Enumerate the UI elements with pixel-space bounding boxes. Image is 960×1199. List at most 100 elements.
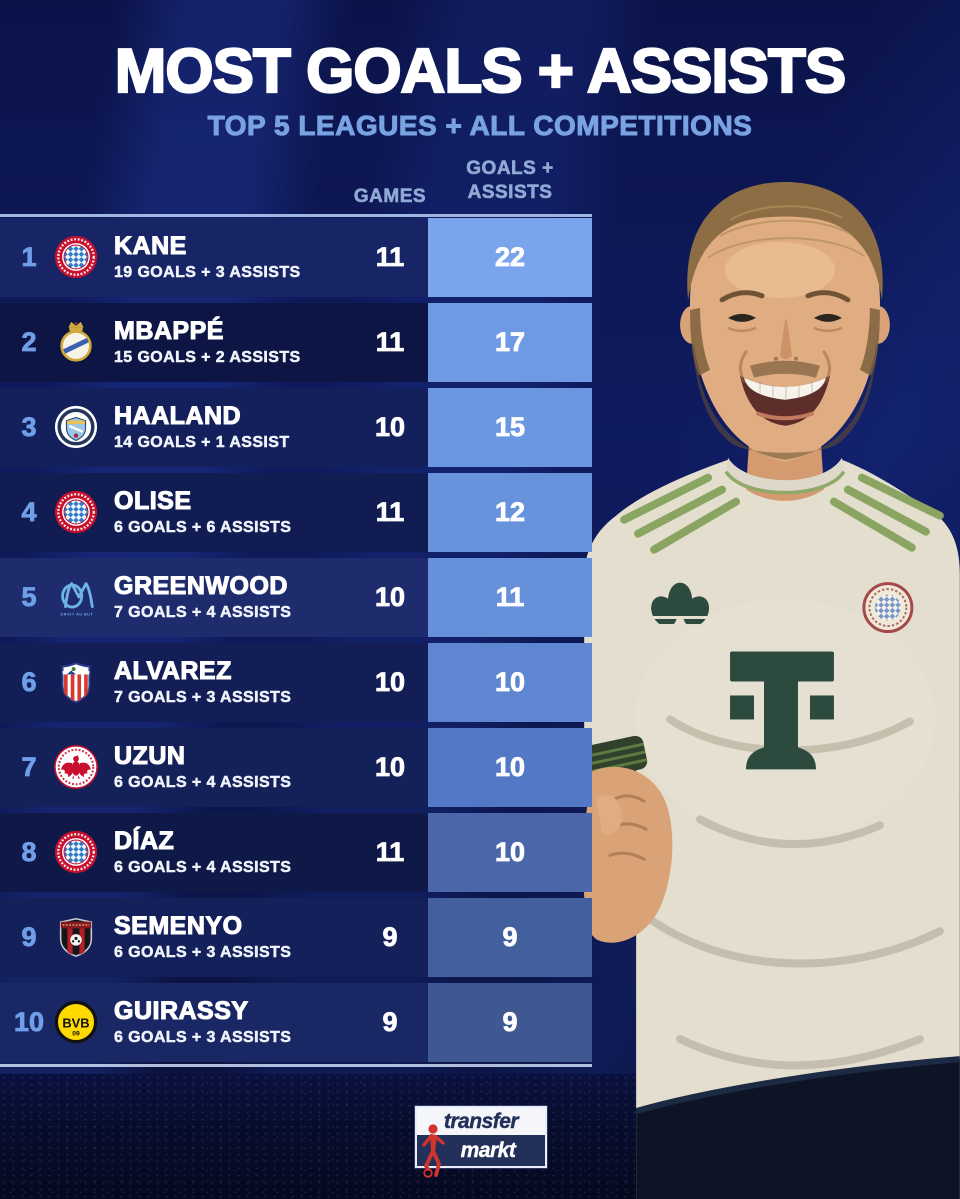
total-cell: 11 <box>428 558 592 637</box>
games-value: 9 <box>382 922 398 953</box>
total-cell: 12 <box>428 473 592 552</box>
player-name: KANE <box>113 231 187 260</box>
player-name: UZUN <box>113 741 186 770</box>
games-value: 11 <box>375 497 405 528</box>
table-row: 3 HAALAND 14 GOALS + 1 ASSIST 10 15 <box>0 388 592 467</box>
total-cell: 9 <box>428 898 592 977</box>
club-badge-atletico <box>53 659 99 705</box>
table-row: 8 DÍAZ 6 GOALS + 4 ASSISTS 11 10 <box>0 813 592 892</box>
table-row: 6 ALVAREZ 7 GOALS + 3 ASSISTS 10 10 <box>0 643 592 722</box>
total-cell: 10 <box>428 813 592 892</box>
page-subtitle: TOP 5 LEAGUES + ALL COMPETITIONS <box>207 110 753 142</box>
total-value: 9 <box>502 1007 518 1038</box>
club-badge-bayern <box>53 234 99 280</box>
total-cell: 10 <box>428 728 592 807</box>
player-name: ALVAREZ <box>113 656 232 685</box>
total-value: 10 <box>494 752 526 783</box>
rank-cell: 2 <box>21 327 37 358</box>
table-bottom-divider <box>0 1064 592 1067</box>
rank-cell: 9 <box>21 922 37 953</box>
transfermarkt-wordmark-top: transfer <box>443 1109 519 1133</box>
table-row: 2 MBAPPÉ 15 GOALS + 2 ASSISTS 11 17 <box>0 303 592 382</box>
games-value: 10 <box>374 752 406 783</box>
player-name: SEMENYO <box>113 911 243 940</box>
games-value: 10 <box>374 667 406 698</box>
transfermarkt-wordmark-bottom: markt <box>460 1138 516 1162</box>
club-badge-bayern <box>53 489 99 535</box>
player-name: HAALAND <box>113 401 242 430</box>
ranking-table-rows: 1 KANE 19 GOALS + 3 ASSISTS 11 22 2 MBAP… <box>0 218 592 1062</box>
rank-cell: 6 <box>21 667 37 698</box>
total-value: 10 <box>494 667 526 698</box>
player-info: DÍAZ 6 GOALS + 4 ASSISTS <box>113 826 292 877</box>
club-badge-bayern <box>53 829 99 875</box>
column-header-goals-assists: GOALS + ASSISTS <box>428 157 592 205</box>
club-badge-frankfurt <box>53 744 99 790</box>
total-cell: 22 <box>428 218 592 297</box>
total-value: 9 <box>502 922 518 953</box>
total-cell: 10 <box>428 643 592 722</box>
table-row: 10 GUIRASSY 6 GOALS + 3 ASSISTS 9 9 <box>0 983 592 1062</box>
club-badge-bournemouth <box>53 914 99 960</box>
player-info: KANE 19 GOALS + 3 ASSISTS <box>113 231 301 282</box>
club-badge-mancity <box>53 404 99 450</box>
ranking-table: 1 KANE 19 GOALS + 3 ASSISTS 11 22 2 MBAP… <box>0 214 592 1068</box>
table-row: 1 KANE 19 GOALS + 3 ASSISTS 11 22 <box>0 218 592 297</box>
total-value: 11 <box>495 582 525 613</box>
total-cell: 15 <box>428 388 592 467</box>
player-name: DÍAZ <box>113 826 175 855</box>
total-value: 17 <box>494 327 526 358</box>
rank-cell: 4 <box>21 497 37 528</box>
player-info: UZUN 6 GOALS + 4 ASSISTS <box>113 741 292 792</box>
player-detail: 6 GOALS + 3 ASSISTS <box>114 1029 292 1047</box>
club-badge-dortmund <box>53 999 99 1045</box>
transfermarkt-logo: transfer markt <box>415 1106 547 1178</box>
total-value: 12 <box>494 497 526 528</box>
transfermarkt-runner-icon <box>422 1124 445 1178</box>
player-info: MBAPPÉ 15 GOALS + 2 ASSISTS <box>113 316 301 367</box>
player-photo-harry-kane <box>580 181 960 1199</box>
player-detail: 15 GOALS + 2 ASSISTS <box>114 349 301 367</box>
player-detail: 7 GOALS + 4 ASSISTS <box>114 604 292 622</box>
player-detail: 6 GOALS + 4 ASSISTS <box>114 859 292 877</box>
player-name: OLISE <box>113 486 192 515</box>
games-value: 10 <box>374 412 406 443</box>
total-value: 22 <box>494 242 526 273</box>
player-info: HAALAND 14 GOALS + 1 ASSIST <box>113 401 290 452</box>
player-detail: 6 GOALS + 4 ASSISTS <box>114 774 292 792</box>
games-value: 9 <box>382 1007 398 1038</box>
rank-cell: 3 <box>21 412 37 443</box>
player-info: GUIRASSY 6 GOALS + 3 ASSISTS <box>113 996 292 1047</box>
games-value: 11 <box>375 327 405 358</box>
player-detail: 14 GOALS + 1 ASSIST <box>114 434 290 452</box>
games-value: 11 <box>375 837 405 868</box>
games-value: 10 <box>374 582 406 613</box>
table-row: 7 UZUN 6 GOALS + 4 ASSISTS 10 10 <box>0 728 592 807</box>
rank-cell: 1 <box>21 242 37 273</box>
player-detail: 6 GOALS + 3 ASSISTS <box>114 944 292 962</box>
player-detail: 6 GOALS + 6 ASSISTS <box>114 519 292 537</box>
player-detail: 19 GOALS + 3 ASSISTS <box>114 264 301 282</box>
rank-cell: 5 <box>21 582 37 613</box>
table-row: 9 SEMENYO 6 GOALS + 3 ASSISTS 9 9 <box>0 898 592 977</box>
club-badge-marseille <box>53 574 99 620</box>
player-info: SEMENYO 6 GOALS + 3 ASSISTS <box>113 911 292 962</box>
rank-cell: 8 <box>21 837 37 868</box>
page-title: MOST GOALS + ASSISTS <box>114 36 848 107</box>
table-row: 5 GREENWOOD 7 GOALS + 4 ASSISTS 10 11 <box>0 558 592 637</box>
player-name: GUIRASSY <box>113 996 249 1025</box>
total-value: 10 <box>494 837 526 868</box>
player-detail: 7 GOALS + 3 ASSISTS <box>114 689 292 707</box>
club-badge-realmadrid <box>53 319 99 365</box>
table-top-divider <box>0 214 592 217</box>
column-header-goals-line2: ASSISTS <box>467 182 553 204</box>
column-header-goals-line1: GOALS + <box>466 158 554 180</box>
player-info: GREENWOOD 7 GOALS + 4 ASSISTS <box>113 571 292 622</box>
player-info: ALVAREZ 7 GOALS + 3 ASSISTS <box>113 656 292 707</box>
player-name: GREENWOOD <box>113 571 288 600</box>
player-info: OLISE 6 GOALS + 6 ASSISTS <box>113 486 292 537</box>
rank-cell: 7 <box>21 752 37 783</box>
column-header-games: GAMES <box>353 186 427 208</box>
player-name: MBAPPÉ <box>113 316 224 345</box>
total-value: 15 <box>494 412 526 443</box>
